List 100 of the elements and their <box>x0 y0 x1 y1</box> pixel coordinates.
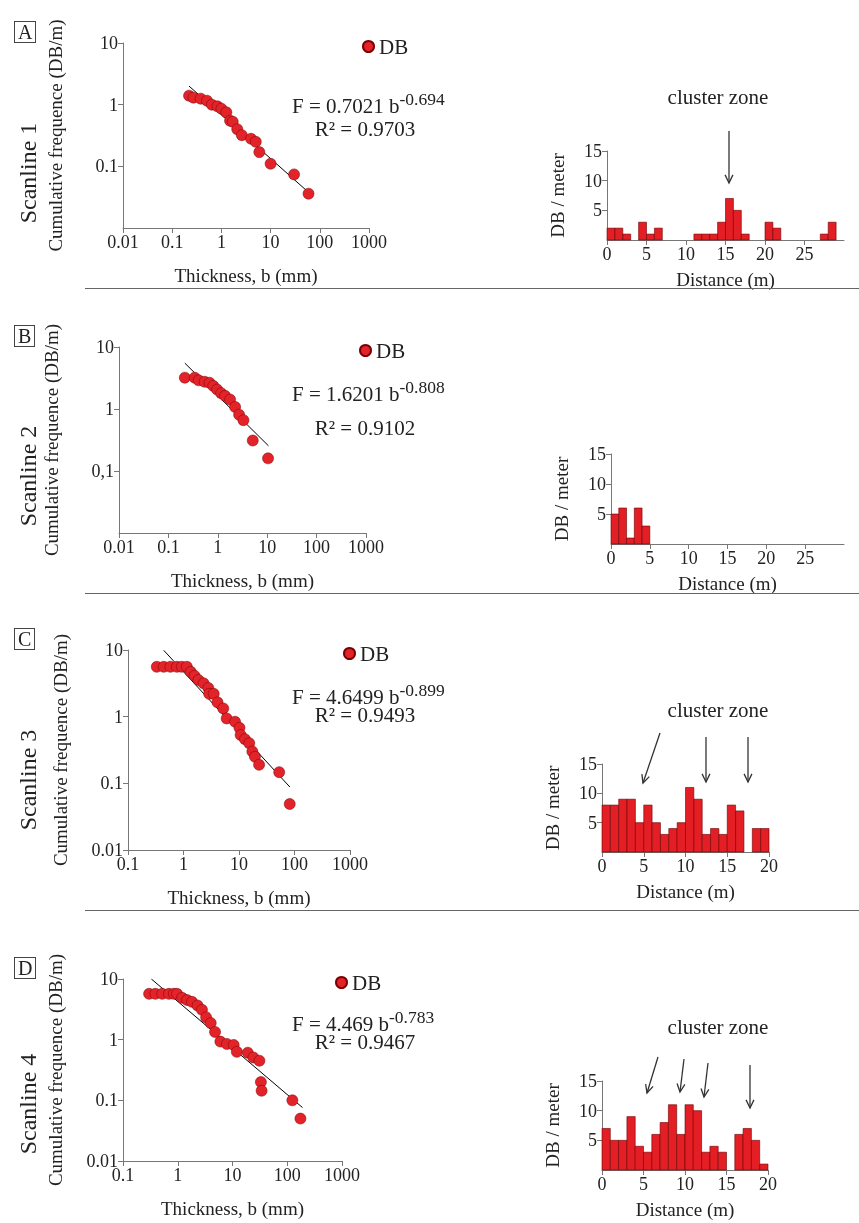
y-tick-label: 15 <box>588 444 606 464</box>
y-tick-label: 10 <box>588 474 606 494</box>
y-tick-label: 5 <box>588 1130 597 1151</box>
text: Scanline 4 <box>14 1053 42 1155</box>
y-tick-label: 5 <box>588 812 597 833</box>
text: B <box>14 325 36 347</box>
x-tick-label: 100 <box>273 1165 301 1185</box>
text: Scanline 3 <box>14 729 42 831</box>
y-tick-label: 10 <box>579 1100 597 1121</box>
y-axis-title: DB / meter <box>547 152 568 238</box>
y-axis-title: DB / meter <box>542 765 563 851</box>
x-tick-label: 10 <box>677 244 695 264</box>
x-tick-label: 15 <box>716 244 735 264</box>
y-tick-label: 10 <box>105 640 123 660</box>
x-axis-title: Thickness, b (mm) <box>174 265 318 287</box>
x-axis-title: Distance (m) <box>678 573 777 595</box>
y-tick-label: 15 <box>579 1071 597 1091</box>
x-tick-label: 1 <box>213 537 223 557</box>
y-tick-label: 10 <box>100 969 118 989</box>
annotation: R² = 0.9703 <box>314 116 416 142</box>
x-tick-label: 5 <box>639 856 649 876</box>
y-tick-label: 15 <box>584 141 602 161</box>
x-tick-label: 15 <box>718 548 737 568</box>
x-tick-label: 1000 <box>348 537 384 557</box>
y-tick-label: 0.1 <box>100 773 123 794</box>
x-tick-label: 20 <box>756 244 774 264</box>
x-axis-title: Distance (m) <box>635 1199 735 1221</box>
x-tick-label: 1000 <box>332 854 368 874</box>
x-axis-title: Distance (m) <box>676 269 775 291</box>
y-tick-label: 5 <box>593 200 602 221</box>
annotation: F = 1.6201 b$^{-0.808}$ <box>292 376 445 406</box>
x-tick-label: 0 <box>597 856 607 876</box>
x-tick-label: 0.1 <box>160 232 184 252</box>
x-tick-label: 25 <box>796 548 815 568</box>
x-tick-label: 100 <box>306 232 334 252</box>
text: D <box>14 957 37 979</box>
text: Scanline 2 <box>14 425 42 526</box>
text: A <box>14 21 37 43</box>
x-tick-label: 0.1 <box>157 537 180 557</box>
y-tick-label: 15 <box>579 754 597 774</box>
x-tick-label: 10 <box>223 1165 242 1185</box>
x-tick-label: 1000 <box>351 232 387 252</box>
x-axis-title: Thickness, b (mm) <box>160 1198 305 1220</box>
text: cluster zone <box>667 1014 769 1040</box>
y-tick-label: 10 <box>96 337 114 357</box>
x-tick-label: 10 <box>230 854 248 874</box>
x-axis-title: Thickness, b (mm) <box>167 887 311 909</box>
text: cluster zone <box>667 84 769 110</box>
y-tick-label: 1 <box>114 706 123 727</box>
x-tick-label: 15 <box>718 856 737 876</box>
y-axis-title: Cumulative frequence (DB/m) <box>50 633 72 867</box>
y-tick-label: 1 <box>105 399 114 419</box>
x-axis-title: Thickness, b (mm) <box>170 570 315 592</box>
x-axis-title: Distance (m) <box>636 881 735 903</box>
x-tick-label: 100 <box>303 537 331 557</box>
x-tick-label: 20 <box>760 856 778 876</box>
x-tick-label: 10 <box>676 1174 694 1194</box>
annotation: R² = 0.9102 <box>314 415 416 441</box>
x-tick-label: 10 <box>261 232 280 252</box>
x-tick-label: 15 <box>717 1174 736 1194</box>
x-tick-label: 20 <box>759 1174 777 1194</box>
x-tick-label: 25 <box>795 244 814 264</box>
x-tick-label: 0 <box>606 548 616 568</box>
legend-label: DB <box>352 970 382 995</box>
x-tick-label: 0 <box>597 1174 607 1194</box>
y-tick-label: 1 <box>109 1029 118 1050</box>
x-tick-label: 1 <box>173 1165 183 1185</box>
y-tick-label: 10 <box>579 783 597 804</box>
text: Scanline 1 <box>14 122 42 223</box>
x-tick-label: 1 <box>216 232 226 252</box>
x-tick-label: 10 <box>258 537 277 557</box>
x-tick-label: 20 <box>757 548 776 568</box>
legend-label: DB <box>360 641 390 666</box>
legend-label: DB <box>376 338 406 363</box>
y-tick-label: 10 <box>100 33 118 53</box>
y-axis-title: Cumulative frequence (DB/m) <box>41 323 63 557</box>
x-tick-label: 1 <box>179 854 188 874</box>
legend-label: DB <box>379 34 409 59</box>
annotation: F = 4.469 b$^{-0.783}$ <box>292 1006 435 1036</box>
x-tick-label: 10 <box>676 856 695 876</box>
y-tick-label: 0,1 <box>91 461 114 481</box>
y-axis-title: DB / meter <box>551 456 572 542</box>
y-tick-label: 0.1 <box>95 156 118 177</box>
x-tick-label: 100 <box>281 854 308 874</box>
annotation: F = 0.7021 b$^{-0.694}$ <box>292 88 445 118</box>
x-tick-label: 5 <box>645 548 655 568</box>
x-tick-label: 10 <box>679 548 698 568</box>
y-axis-title: Cumulative frequence (DB/m) <box>45 953 67 1187</box>
x-tick-label: 1000 <box>324 1165 360 1185</box>
text: cluster zone <box>667 697 769 723</box>
annotation: F = 4.6499 b$^{-0.899}$ <box>292 679 445 709</box>
y-tick-label: 5 <box>597 504 606 524</box>
y-tick-label: 1 <box>109 94 118 115</box>
x-tick-label: 5 <box>642 244 651 264</box>
x-tick-label: 0 <box>602 244 612 264</box>
y-tick-label: 10 <box>584 170 602 191</box>
y-tick-label: 0.1 <box>95 1090 118 1111</box>
x-tick-label: 5 <box>639 1174 648 1194</box>
text: C <box>14 628 36 650</box>
y-axis-title: DB / meter <box>542 1082 563 1168</box>
